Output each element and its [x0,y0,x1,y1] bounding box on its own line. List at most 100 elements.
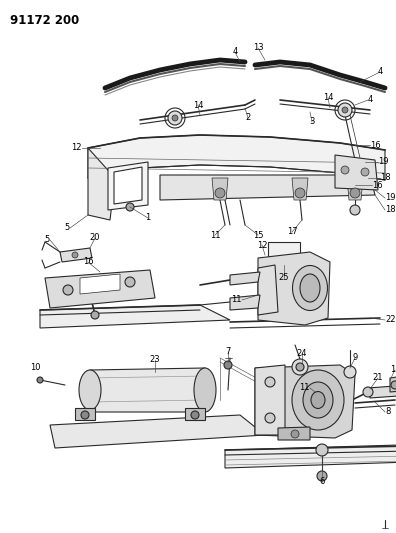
Circle shape [344,366,356,378]
Polygon shape [60,248,92,262]
Text: 23: 23 [150,356,160,365]
Ellipse shape [311,392,325,408]
Circle shape [172,115,178,121]
Polygon shape [255,365,285,435]
Circle shape [215,188,225,198]
Text: 14: 14 [323,93,333,102]
Circle shape [363,387,373,397]
Text: 4: 4 [232,47,238,56]
Text: 18: 18 [380,174,390,182]
Text: 11: 11 [299,384,310,392]
Circle shape [350,188,360,198]
Ellipse shape [79,370,101,410]
Ellipse shape [194,368,216,412]
Text: 17: 17 [287,228,297,237]
Text: 20: 20 [90,233,100,243]
Ellipse shape [303,382,333,418]
Polygon shape [225,445,396,468]
Text: 13: 13 [253,44,263,52]
Polygon shape [278,427,310,440]
Text: 25: 25 [279,273,289,282]
Ellipse shape [300,274,320,302]
Ellipse shape [293,265,327,311]
Text: 16: 16 [372,181,383,190]
Circle shape [342,107,348,113]
Circle shape [63,285,73,295]
Text: 2: 2 [246,114,251,123]
Polygon shape [185,408,205,420]
Circle shape [391,381,396,389]
Circle shape [350,205,360,215]
Polygon shape [258,265,278,315]
Circle shape [317,471,327,481]
Text: 91172 200: 91172 200 [10,14,79,27]
Text: 18: 18 [390,366,396,375]
Polygon shape [390,375,396,392]
Circle shape [265,377,275,387]
Circle shape [341,166,349,174]
Polygon shape [255,365,355,438]
Circle shape [295,188,305,198]
Text: 15: 15 [253,230,263,239]
Circle shape [338,103,352,117]
Text: 5: 5 [65,223,70,232]
Polygon shape [50,415,265,448]
Text: 10: 10 [30,364,40,373]
Text: 18: 18 [385,206,396,214]
Text: 9: 9 [352,353,358,362]
Polygon shape [292,178,308,200]
Polygon shape [80,274,120,294]
Polygon shape [335,155,378,190]
Polygon shape [108,162,148,210]
Polygon shape [347,178,363,200]
Circle shape [291,430,299,438]
Circle shape [296,363,304,371]
Text: 16: 16 [370,141,381,149]
Text: 8: 8 [385,408,390,416]
Circle shape [37,377,43,383]
Circle shape [292,359,308,375]
Text: 7: 7 [225,348,231,357]
Circle shape [168,111,182,125]
Circle shape [265,413,275,423]
Text: 12: 12 [257,240,267,249]
Text: 11: 11 [210,230,220,239]
Text: 14: 14 [193,101,203,109]
Text: 22: 22 [385,316,396,325]
Text: 5: 5 [45,236,50,245]
Ellipse shape [292,370,344,430]
Polygon shape [258,252,330,325]
Polygon shape [45,270,155,308]
Text: 16: 16 [83,257,93,266]
Polygon shape [90,368,205,412]
Polygon shape [268,242,300,265]
Text: 3: 3 [309,117,315,126]
Polygon shape [230,295,260,310]
Polygon shape [88,148,115,220]
Polygon shape [75,408,95,420]
Text: 6: 6 [319,478,325,487]
Circle shape [72,252,78,258]
Polygon shape [212,178,228,200]
Circle shape [91,311,99,319]
Polygon shape [160,175,375,200]
Text: 1: 1 [145,214,150,222]
Text: 4: 4 [368,95,373,104]
Polygon shape [230,272,260,285]
Polygon shape [40,305,230,328]
Text: 4: 4 [377,68,383,77]
Text: 19: 19 [378,157,388,166]
Text: 24: 24 [297,349,307,358]
Text: 12: 12 [72,143,82,152]
Circle shape [361,168,369,176]
Circle shape [125,277,135,287]
Text: 11: 11 [232,295,242,304]
Polygon shape [88,135,385,180]
Circle shape [224,361,232,369]
Circle shape [81,411,89,419]
Circle shape [191,411,199,419]
Circle shape [316,444,328,456]
Polygon shape [368,386,396,398]
Polygon shape [114,167,142,204]
Circle shape [126,203,134,211]
